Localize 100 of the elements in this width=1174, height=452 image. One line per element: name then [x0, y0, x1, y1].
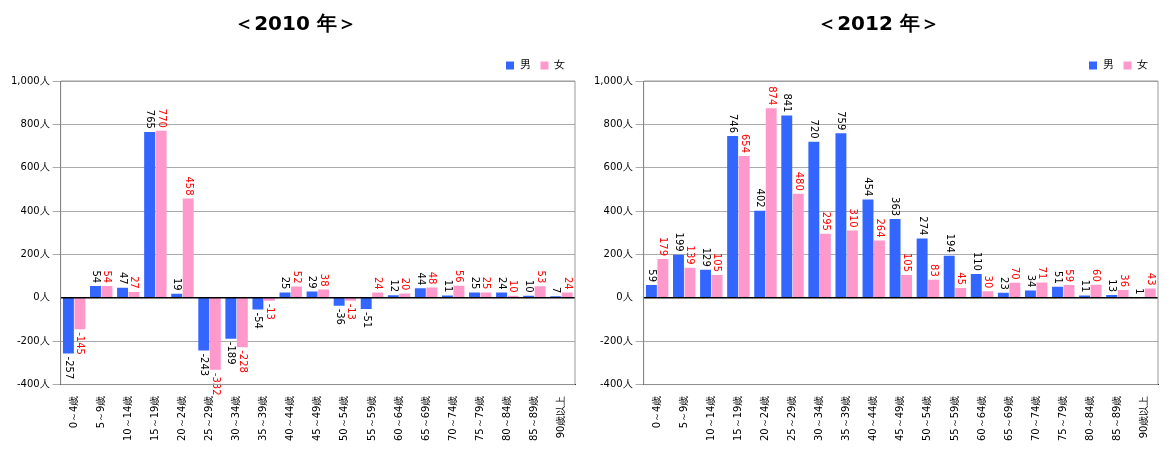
chart-title: ＜2010 年＞ — [233, 10, 358, 37]
data-label: 30 — [983, 275, 995, 289]
data-label: 720 — [809, 119, 821, 139]
y-tick-label: 400人 — [20, 204, 50, 216]
legend-label: 男 — [1102, 58, 1114, 72]
data-label: 13 — [1107, 279, 1119, 292]
x-tick-label: 75～79歳 — [1056, 395, 1068, 441]
data-label: -51 — [361, 311, 373, 329]
y-tick-label: 1,000人 — [10, 74, 50, 86]
x-tick-label: 25～29歳 — [203, 395, 215, 441]
data-label: -13 — [346, 303, 358, 320]
x-tick-label: 15～19歳 — [731, 395, 743, 441]
data-label: 770 — [156, 108, 168, 128]
x-tick-label: 35～39歳 — [840, 395, 852, 441]
legend-label: 男 — [519, 58, 531, 72]
data-label: -13 — [264, 303, 276, 320]
data-label: 363 — [890, 197, 902, 217]
data-label: 654 — [739, 133, 751, 154]
x-tick-label: 45～49歳 — [894, 395, 906, 441]
data-label: 53 — [535, 270, 547, 284]
data-label: 480 — [793, 171, 805, 191]
data-label: 71 — [1037, 266, 1049, 280]
y-tick-label: 400人 — [603, 204, 633, 216]
data-label: 83 — [929, 264, 941, 277]
x-tick-label: 0～4歳 — [67, 395, 79, 429]
y-tick-label: -400人 — [16, 378, 50, 390]
data-label: 59 — [1064, 269, 1076, 283]
y-tick-label: 800人 — [20, 117, 50, 129]
y-tick-label: -200人 — [599, 334, 633, 346]
data-label: 43 — [1145, 272, 1157, 286]
data-label: 54 — [90, 270, 102, 284]
data-label: 24 — [373, 276, 385, 290]
data-label: 110 — [971, 251, 983, 271]
x-tick-label: 35～39歳 — [257, 395, 269, 441]
data-label: 29 — [307, 275, 319, 289]
x-tick-label: 10～14歳 — [704, 395, 716, 441]
y-tick-label: -200人 — [16, 334, 50, 346]
x-tick-label: 85～89歳 — [527, 395, 539, 441]
data-label: 841 — [782, 93, 794, 113]
data-label: 36 — [1118, 274, 1130, 288]
x-tick-label: 85～89歳 — [1110, 395, 1122, 441]
data-label: 25 — [481, 276, 493, 290]
data-label: -189 — [226, 341, 238, 365]
x-tick-label: 25～29歳 — [786, 395, 798, 441]
data-label: 11 — [442, 279, 454, 293]
data-label: 274 — [917, 216, 929, 236]
data-label: 44 — [415, 272, 427, 286]
data-label: -145 — [75, 332, 87, 355]
data-label: 56 — [454, 269, 466, 283]
data-label: 7 — [551, 286, 563, 294]
data-label: -36 — [334, 308, 346, 325]
x-tick-label: 80～84歳 — [500, 395, 512, 441]
data-label: 24 — [496, 276, 508, 290]
x-tick-label: 5～9歳 — [677, 395, 689, 429]
data-label: 765 — [145, 109, 157, 129]
data-label: 52 — [291, 270, 303, 284]
x-tick-label: 90歳以上 — [1138, 395, 1150, 439]
x-tick-label: 5～9歳 — [94, 395, 106, 429]
data-label: -54 — [253, 312, 265, 329]
data-label: 70 — [1010, 266, 1022, 280]
data-label: 295 — [820, 211, 832, 231]
data-label: 25 — [469, 276, 481, 290]
data-label: 19 — [172, 277, 184, 291]
y-tick-label: 0人 — [616, 291, 633, 303]
x-tick-label: 70～74歳 — [446, 395, 458, 441]
data-label: 139 — [685, 245, 697, 265]
legend-label: 女 — [554, 58, 565, 72]
x-tick-label: 60～64歳 — [392, 395, 404, 441]
data-label: 11 — [1079, 279, 1091, 293]
data-label: 458 — [183, 176, 195, 196]
y-tick-label: -400人 — [599, 378, 633, 390]
y-tick-label: 800人 — [603, 117, 633, 129]
data-label: 264 — [874, 218, 886, 238]
data-label: 20 — [400, 277, 412, 291]
data-label: 51 — [1052, 271, 1064, 284]
data-label: 54 — [102, 270, 114, 284]
data-label: 34 — [1025, 274, 1037, 288]
data-label: 45 — [956, 272, 968, 286]
x-tick-label: 20～24歳 — [176, 395, 188, 441]
data-label: 746 — [728, 113, 740, 134]
x-tick-label: 65～69歳 — [1002, 395, 1014, 441]
data-label: 47 — [117, 271, 129, 285]
data-label: 12 — [388, 279, 400, 293]
x-tick-label: 55～59歳 — [948, 395, 960, 441]
data-label: 454 — [863, 177, 875, 197]
x-tick-label: 15～19歳 — [148, 395, 160, 441]
data-label: 874 — [766, 86, 778, 106]
data-label: -243 — [199, 353, 211, 377]
y-tick-label: 200人 — [20, 248, 50, 260]
data-label: 27 — [129, 276, 141, 289]
data-label: 10 — [524, 279, 536, 293]
data-label: 23 — [998, 277, 1010, 290]
data-label: -228 — [237, 350, 249, 373]
data-label: 25 — [280, 276, 292, 290]
x-tick-label: 50～54歳 — [921, 395, 933, 441]
data-label: -332 — [210, 372, 222, 396]
y-tick-label: 600人 — [603, 161, 633, 173]
x-tick-label: 90歳以上 — [555, 395, 567, 439]
data-label: 310 — [847, 208, 859, 228]
data-label: 48 — [427, 271, 439, 285]
